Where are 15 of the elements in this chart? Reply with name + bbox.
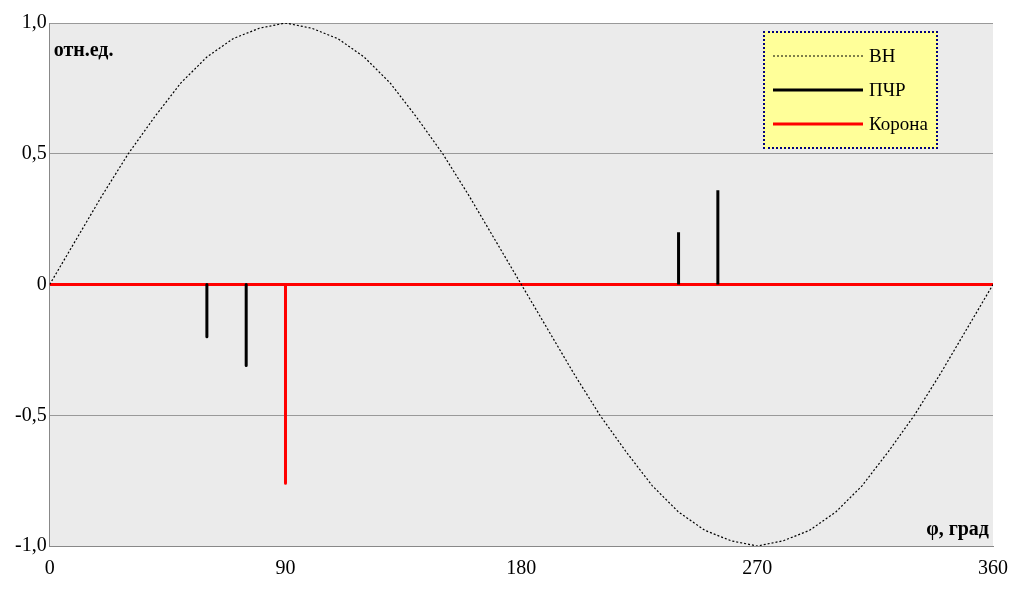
x-axis-title: φ, град xyxy=(926,517,989,541)
line-series xyxy=(49,23,993,546)
y-axis-title: отн.ед. xyxy=(53,38,114,61)
x-tick-label: 180 xyxy=(506,556,537,579)
x-tick-label: 270 xyxy=(742,556,773,579)
x-tick-label: 90 xyxy=(275,556,296,579)
legend-label: ВН xyxy=(869,45,896,67)
y-tick-label: 0,5 xyxy=(21,141,47,163)
legend-label: ПЧР xyxy=(869,79,906,101)
x-tick-label: 360 xyxy=(978,556,1008,579)
y-tick-label: -0,5 xyxy=(14,402,47,425)
y-tick-label: 0 xyxy=(36,271,47,294)
y-tick-label: -1,0 xyxy=(14,533,47,556)
legend-label: Корона xyxy=(869,113,928,135)
y-tick-label: 1,0 xyxy=(21,10,47,33)
